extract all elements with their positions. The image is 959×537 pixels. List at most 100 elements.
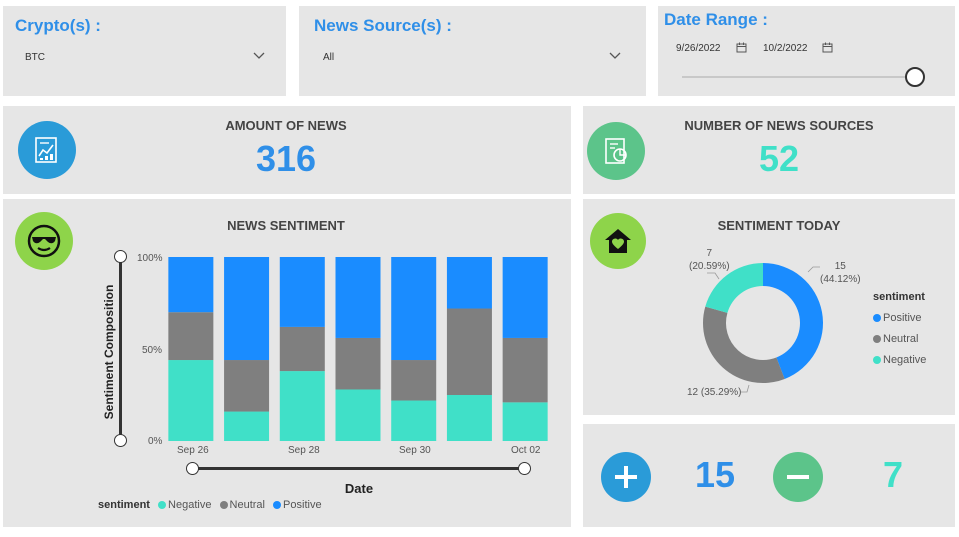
x-tick-sep26: Sep 26: [177, 445, 209, 456]
bar-legend-title: sentiment: [98, 499, 150, 511]
y-axis-scroll-handle-top[interactable]: [114, 250, 127, 263]
sentiment-today-card: SENTIMENT TODAY 7 (20.59%) 15 (44.12%) 1…: [583, 199, 955, 415]
date-range-slider-handle[interactable]: [905, 67, 925, 87]
analytics-document-icon: [587, 122, 645, 180]
news-source-filter: News Source(s) : All: [299, 6, 646, 96]
donut-legend: sentiment Positive Neutral Negative: [873, 287, 926, 371]
news-source-dropdown-value: All: [323, 52, 335, 63]
negative-count-label: 7: [706, 248, 713, 259]
donut-legend-title: sentiment: [873, 291, 925, 303]
donut-legend-neutral[interactable]: Neutral: [873, 329, 926, 350]
bar-negative-sep-28[interactable]: [279, 371, 325, 441]
crypto-filter: Crypto(s) : BTC: [3, 6, 286, 96]
legend-dot-negative: [158, 501, 167, 510]
bar-positive-sep-27[interactable]: [224, 257, 270, 361]
donut-legend-positive[interactable]: Positive: [873, 308, 926, 329]
calendar-icon: [736, 42, 747, 53]
y-axis-scrollbar[interactable]: [119, 257, 122, 440]
bar-neutral-sep-29[interactable]: [335, 337, 381, 390]
news-sources-title: NUMBER OF NEWS SOURCES: [684, 118, 874, 133]
sentiment-today-title: SENTIMENT TODAY: [717, 218, 841, 233]
bar-neutral-sep-27[interactable]: [224, 360, 270, 412]
neutral-label: 12 (35.29%): [687, 387, 742, 398]
bar-neutral-oct-01[interactable]: [446, 308, 492, 395]
sentiment-donut-chart: [703, 263, 823, 383]
legend-dot-positive: [273, 501, 282, 510]
amount-of-news-value: 316: [255, 138, 317, 179]
legend-positive[interactable]: Positive: [283, 499, 322, 511]
bar-negative-sep-26[interactable]: [168, 360, 214, 441]
donut-legend-negative[interactable]: Negative: [873, 350, 926, 371]
bar-positive-oct-01[interactable]: [446, 257, 492, 309]
crypto-filter-title: Crypto(s) :: [15, 16, 101, 35]
x-axis-scrollbar[interactable]: [193, 467, 523, 470]
x-axis-title: Date: [344, 481, 374, 496]
start-date-input[interactable]: 9/26/2022: [676, 42, 756, 58]
date-range-slider-track[interactable]: [682, 76, 922, 78]
y-tick-0: 0%: [148, 436, 163, 447]
legend-negative[interactable]: Negative: [168, 499, 212, 511]
bar-legend: sentiment Negative Neutral Positive: [98, 499, 322, 511]
legend-neutral[interactable]: Neutral: [229, 499, 265, 511]
y-tick-100: 100%: [137, 253, 163, 264]
news-source-dropdown[interactable]: All: [311, 46, 633, 68]
date-range-filter: Date Range : 9/26/2022 10/2/2022: [658, 6, 955, 96]
negative-pct-label: (20.59%): [689, 261, 730, 272]
bar-neutral-sep-28[interactable]: [279, 326, 325, 372]
positive-pct-label: (44.12%): [820, 274, 861, 285]
y-tick-50: 50%: [142, 345, 163, 356]
legend-dot-positive: [873, 314, 881, 323]
bar-neutral-sep-26[interactable]: [168, 312, 214, 361]
donut-slice-negative[interactable]: [705, 263, 763, 313]
crypto-dropdown-value: BTC: [25, 52, 45, 63]
news-sentiment-title: NEWS SENTIMENT: [227, 218, 345, 233]
donut-legend-negative-label: Negative: [883, 354, 927, 366]
y-axis-title: Sentiment Composition: [102, 284, 116, 420]
donut-label-negative: 7 (20.59%): [689, 247, 730, 273]
bar-negative-sep-30[interactable]: [391, 400, 437, 441]
bar-neutral-sep-30[interactable]: [391, 360, 437, 401]
bar-negative-oct-02[interactable]: [502, 402, 548, 441]
bar-neutral-oct-02[interactable]: [502, 337, 548, 403]
donut-label-positive: 15 (44.12%): [820, 260, 861, 286]
bar-positive-sep-30[interactable]: [391, 257, 437, 361]
news-sources-value: 52: [758, 138, 800, 179]
x-axis-scroll-handle-left[interactable]: [186, 462, 199, 475]
donut-leader-lines: [707, 266, 820, 393]
x-axis-scroll-handle-right[interactable]: [518, 462, 531, 475]
bar-negative-sep-29[interactable]: [335, 389, 381, 441]
minus-icon: [773, 452, 823, 502]
bar-negative-sep-27[interactable]: [224, 411, 270, 441]
amount-of-news-title: AMOUNT OF NEWS: [225, 118, 347, 133]
sentiment-bar-chart: [168, 257, 548, 441]
crypto-dropdown[interactable]: BTC: [13, 46, 275, 68]
report-chart-icon: [18, 121, 76, 179]
legend-dot-neutral: [873, 335, 881, 344]
plus-icon: [601, 452, 651, 502]
chevron-down-icon: [609, 52, 621, 59]
date-range-filter-title: Date Range :: [664, 10, 768, 29]
bar-negative-oct-01[interactable]: [446, 395, 492, 441]
bar-positive-sep-29[interactable]: [335, 257, 381, 338]
amount-of-news-card: AMOUNT OF NEWS 316: [3, 106, 571, 194]
legend-dot-negative: [873, 356, 881, 365]
legend-dot-neutral: [219, 501, 228, 510]
bar-positive-sep-26[interactable]: [168, 257, 214, 313]
end-date-input[interactable]: 10/2/2022: [763, 42, 843, 58]
donut-slice-neutral[interactable]: [703, 306, 785, 383]
news-source-filter-title: News Source(s) :: [314, 16, 452, 35]
y-axis-scroll-handle-bottom[interactable]: [114, 434, 127, 447]
x-tick-sep28: Sep 28: [288, 445, 320, 456]
news-sources-card: NUMBER OF NEWS SOURCES 52: [583, 106, 955, 194]
chevron-down-icon: [253, 52, 265, 59]
donut-slice-positive[interactable]: [763, 263, 823, 379]
x-tick-sep30: Sep 30: [399, 445, 431, 456]
positive-count-value: 15: [694, 454, 736, 495]
negative-count-value: 7: [882, 454, 904, 495]
bar-positive-oct-02[interactable]: [502, 257, 548, 338]
start-date-value: 9/26/2022: [676, 43, 721, 54]
positive-count-label: 15: [834, 261, 846, 272]
bar-positive-sep-28[interactable]: [279, 257, 325, 327]
donut-legend-neutral-label: Neutral: [883, 333, 919, 345]
x-tick-oct02: Oct 02: [511, 445, 541, 456]
